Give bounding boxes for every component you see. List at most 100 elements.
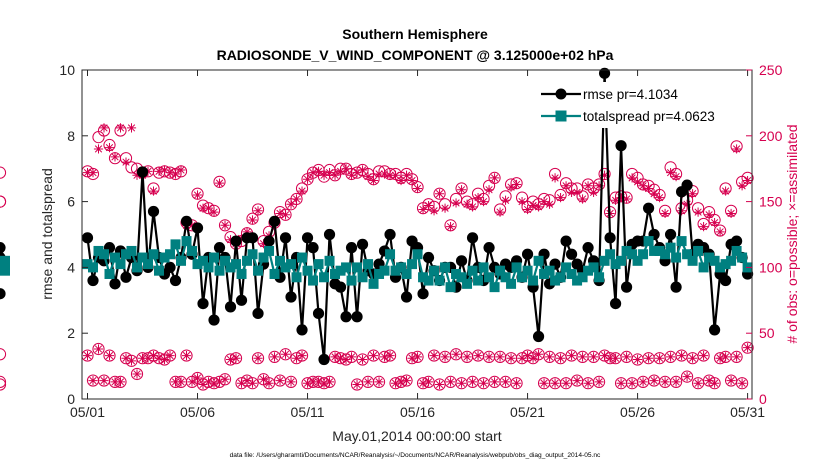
obs-assimilated-point	[627, 173, 637, 183]
obs-assimilated-point	[253, 353, 263, 363]
obs-assimilated-point	[517, 197, 527, 207]
obs-assimilated-point	[643, 353, 654, 363]
obs-assimilated-point	[528, 200, 538, 211]
obs-assimilated-point	[236, 378, 247, 388]
obs-assimilated-point	[654, 193, 665, 203]
totalspread-point	[704, 252, 715, 263]
obs-assimilated-point	[687, 353, 698, 363]
totalspread-point	[693, 245, 704, 256]
obs-assimilated-point	[599, 170, 610, 180]
rmse-point	[246, 232, 259, 244]
totalspread-point	[462, 278, 473, 289]
obs-assimilated-point	[225, 354, 236, 365]
rmse-point	[208, 314, 220, 326]
obs-assimilated-point	[390, 378, 401, 388]
obs-assimilated-point	[176, 165, 186, 175]
obs-assimilated-point	[451, 198, 461, 208]
obs-assimilated-point	[671, 171, 681, 182]
obs-assimilated-point	[302, 378, 313, 388]
totalspread-point	[671, 252, 682, 263]
rmse-point	[120, 271, 132, 283]
obs-assimilated-point	[500, 195, 511, 205]
obs-assimilated-point	[550, 173, 560, 183]
rmse-point	[235, 294, 248, 306]
obs-possible-point	[669, 375, 683, 388]
obs-assimilated-point	[660, 208, 670, 219]
obs-possible-point	[730, 350, 743, 363]
obs-assimilated-point	[390, 170, 401, 180]
obs-assimilated-point	[495, 352, 505, 362]
totalspread-point	[561, 262, 572, 273]
totalspread-point	[225, 262, 236, 273]
obs-assimilated-point	[192, 190, 203, 200]
obs-assimilated-point	[544, 199, 555, 209]
y-right-tick-label: 50	[759, 325, 775, 341]
obs-assimilated-point	[401, 170, 412, 180]
obs-assimilated-point	[346, 352, 357, 362]
rmse-point	[197, 297, 209, 310]
totalspread-point	[154, 265, 165, 276]
obs-assimilated-point	[484, 185, 494, 195]
totalspread-point	[137, 252, 148, 263]
obs-assimilated-point	[258, 374, 269, 384]
obs-assimilated-point	[242, 227, 252, 237]
obs-assimilated-point	[495, 207, 505, 217]
totalspread-point	[291, 272, 302, 283]
obs-assimilated-point	[715, 353, 725, 363]
totalspread-point	[357, 272, 368, 283]
totalspread-point	[528, 275, 539, 286]
totalspread-point	[649, 245, 660, 256]
obs-assimilated-point	[550, 378, 560, 388]
obs-assimilated-point	[209, 207, 219, 217]
obs-assimilated-point	[429, 206, 439, 216]
obs-assimilated-point	[137, 353, 148, 363]
rmse-point	[340, 311, 352, 323]
obs-assimilated-point	[187, 220, 197, 230]
rmse-point	[560, 235, 572, 247]
obs-assimilated-point	[517, 353, 527, 363]
chart-title-line1: Southern Hemisphere	[342, 26, 488, 42]
obs-assimilated-point	[291, 194, 302, 204]
obs-assimilated-point	[555, 353, 566, 363]
legend-totalspread-marker	[555, 110, 567, 122]
obs-assimilated-point	[462, 199, 472, 209]
totalspread-point	[731, 245, 742, 256]
obs-assimilated-point	[731, 352, 742, 362]
obs-possible-point	[0, 375, 7, 388]
totalspread-point	[363, 259, 374, 270]
totalspread-point	[302, 265, 313, 276]
obs-assimilated-point	[110, 377, 120, 387]
obs-assimilated-point	[297, 186, 307, 196]
totalspread-point	[473, 275, 484, 286]
obs-assimilated-point	[539, 378, 549, 388]
obs-assimilated-point	[638, 377, 648, 387]
totalspread-point	[440, 262, 451, 273]
totalspread-point	[638, 249, 649, 260]
obs-assimilated-point	[187, 377, 197, 387]
x-tick-label: 05/16	[400, 404, 435, 420]
obs-possible-point	[488, 171, 501, 185]
obs-assimilated-point	[489, 377, 500, 387]
obs-assimilated-point	[456, 378, 467, 388]
obs-assimilated-point	[682, 199, 692, 209]
obs-assimilated-point	[577, 194, 588, 204]
totalspread-point	[429, 265, 440, 276]
obs-assimilated-point	[291, 353, 302, 363]
obs-assimilated-point	[143, 353, 153, 363]
totalspread-point	[533, 255, 544, 266]
obs-assimilated-point	[269, 352, 280, 362]
totalspread-point	[308, 275, 319, 286]
rmse-point	[279, 232, 292, 244]
totalspread-point	[275, 255, 286, 266]
totalspread-point	[143, 259, 154, 270]
y-left-tick-label: 10	[59, 62, 75, 78]
obs-assimilated-point	[385, 170, 395, 180]
x-axis: 05/01 05/06 05/11 05/16 05/21 05/26 05/31	[70, 70, 765, 420]
totalspread-point	[181, 236, 192, 247]
rmse-point	[664, 228, 677, 241]
rmse-point	[455, 255, 468, 267]
totalspread-point	[456, 272, 467, 283]
totalspread-point	[176, 255, 187, 266]
y-right-tick-label: 0	[759, 391, 767, 407]
obs-assimilated-point	[478, 197, 489, 207]
